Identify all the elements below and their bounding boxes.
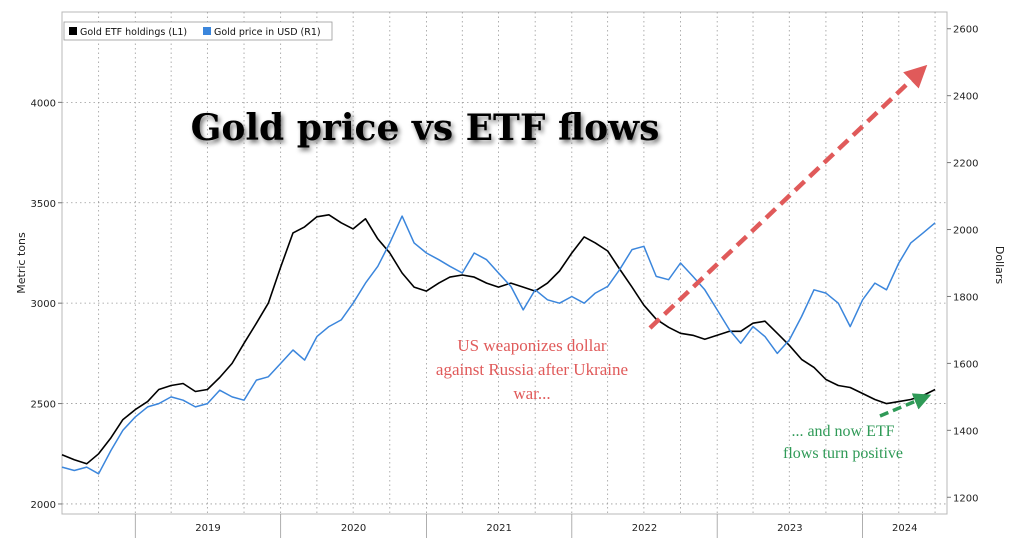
y-right-tick-label: 1800	[953, 292, 978, 303]
y-right-tick-label: 2600	[953, 25, 978, 36]
y-left-tick-label: 4000	[31, 98, 56, 109]
axes: 2000 2500 3000 3500 4000 1200 1400 1600 1800 2000…	[15, 25, 1006, 538]
y-right-tick-label: 1400	[953, 426, 978, 437]
legend-label-etf: Gold ETF holdings (L1)	[80, 27, 187, 38]
x-tick-label: 2024	[892, 523, 917, 534]
y-left-tick-label: 2500	[31, 400, 56, 411]
y-right-tick-label: 1600	[953, 359, 978, 370]
legend-box	[63, 21, 333, 41]
x-tick-label: 2022	[632, 523, 657, 534]
x-tick-label: 2019	[195, 523, 220, 534]
series-line-etf-holdings	[61, 214, 936, 465]
y-left-axis-title: Metric tons	[15, 232, 28, 294]
y-right-tick-label: 2400	[953, 92, 978, 103]
y-right-tick-label: 2200	[953, 159, 978, 170]
chart-title: Gold price vs ETF flows	[191, 107, 660, 149]
x-tick-label: 2023	[777, 523, 802, 534]
y-right-tick-label: 1200	[953, 493, 978, 504]
annotation-red-line-3: war...	[513, 384, 550, 403]
y-left-tick-label: 2000	[31, 500, 56, 511]
y-right-axis-title: Dollars	[993, 246, 1006, 285]
legend-swatch-price	[203, 27, 211, 35]
green-trend-arrow	[879, 393, 932, 418]
y-left-tick-label: 3500	[31, 199, 56, 210]
annotation-red: US weaponizes dollar against Russia afte…	[436, 336, 628, 403]
annotation-green-line-1: ... and now ETF	[791, 423, 894, 440]
series-layer	[61, 214, 936, 475]
annotation-red-line-2: against Russia after Ukraine	[436, 360, 628, 379]
red-trend-arrow	[648, 64, 928, 330]
x-tick-label: 2021	[486, 523, 511, 534]
x-tick-label: 2020	[341, 523, 366, 534]
annotation-green-line-2: flows turn positive	[783, 445, 903, 462]
legend-swatch-etf	[69, 27, 77, 35]
y-left-tick-label: 3000	[31, 299, 56, 310]
legend: Gold ETF holdings (L1) Gold price in USD…	[63, 21, 333, 41]
legend-label-price: Gold price in USD (R1)	[214, 27, 321, 38]
annotation-green: ... and now ETF flows turn positive	[783, 423, 903, 462]
annotation-red-line-1: US weaponizes dollar	[457, 336, 607, 355]
gridlines	[62, 12, 947, 514]
series-line-gold-price	[61, 215, 936, 475]
plot-frame	[61, 11, 948, 515]
y-right-tick-label: 2000	[953, 226, 978, 237]
